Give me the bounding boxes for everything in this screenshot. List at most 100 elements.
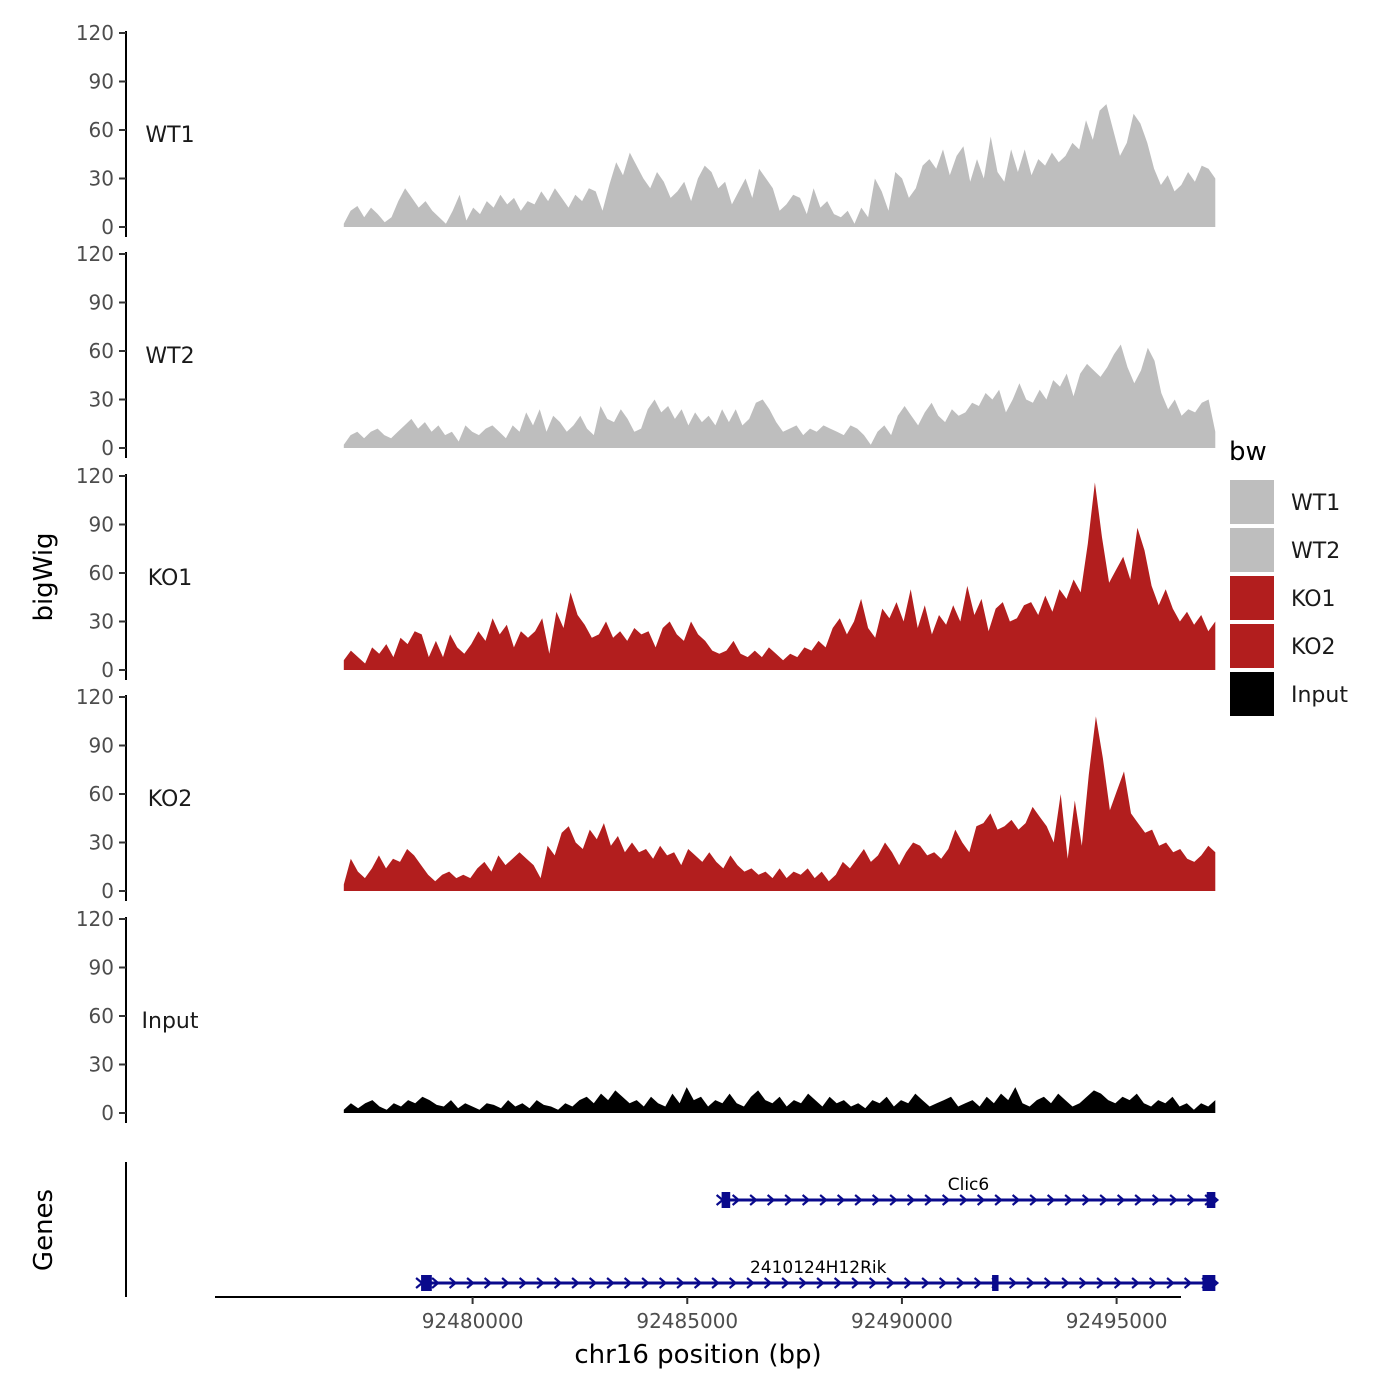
- strand-arrow: [976, 1194, 986, 1206]
- strand-arrow: [466, 1277, 475, 1289]
- y-tick-label: 60: [89, 1004, 114, 1028]
- strand-arrow: [781, 1277, 790, 1289]
- track-wt1: 0 30 60 90 120 WT1: [76, 21, 1216, 239]
- strand-arrow: [784, 1194, 793, 1206]
- strand-arrow: [1078, 1277, 1088, 1289]
- signal-tracks: 0306090120WT10306090120WT20306090120KO10…: [76, 21, 1216, 1125]
- gene-clic6: Clic6: [715, 1175, 1220, 1208]
- signal-area-ko1: [343, 482, 1216, 670]
- strand-arrow: [1131, 1277, 1140, 1289]
- strand-arrow: [448, 1277, 458, 1289]
- x-axis: 92480000 92485000 92490000 92495000: [215, 1296, 1181, 1333]
- y-tick-label: 0: [101, 436, 114, 460]
- y-tick-label: 0: [101, 215, 114, 239]
- strand-arrow: [1116, 1194, 1126, 1206]
- strand-arrow: [1011, 1194, 1021, 1206]
- strand-arrow: [1186, 1194, 1196, 1206]
- y-tick-label: 30: [89, 167, 114, 191]
- signal-area-ko2: [343, 716, 1216, 891]
- strand-arrow: [816, 1277, 825, 1289]
- gene-annotation-track: Clic6 2410124H12Rik: [125, 1162, 1220, 1297]
- strand-arrow: [641, 1277, 650, 1289]
- strand-arrow: [1026, 1277, 1035, 1289]
- exon: [992, 1275, 999, 1291]
- strand-arrow: [553, 1277, 563, 1289]
- strand-arrow: [623, 1277, 633, 1289]
- strand-arrow: [431, 1277, 440, 1289]
- y-tick-label: 30: [89, 610, 114, 634]
- strand-arrow: [921, 1277, 930, 1289]
- strand-arrow: [501, 1277, 510, 1289]
- track-input: 0 30 60 90 120 Input: [76, 907, 1216, 1125]
- y-tick-label: 90: [89, 513, 114, 537]
- legend-label: Input: [1291, 683, 1348, 708]
- strand-arrow: [941, 1194, 951, 1206]
- strand-arrow: [483, 1277, 493, 1289]
- strand-arrow: [1134, 1194, 1143, 1206]
- strand-arrow: [833, 1277, 843, 1289]
- strand-arrow: [1166, 1277, 1175, 1289]
- strand-arrow: [763, 1277, 773, 1289]
- legend-item-ko1: KO1: [1230, 576, 1336, 620]
- y-tick-label: 120: [76, 242, 114, 266]
- x-tick-label: 92485000: [636, 1309, 738, 1333]
- strand-arrow: [588, 1277, 598, 1289]
- legend-swatch: [1230, 480, 1274, 524]
- y-tick-label: 90: [89, 70, 114, 94]
- strand-arrow: [571, 1277, 580, 1289]
- strand-arrow: [1148, 1277, 1158, 1289]
- legend-item-input: Input: [1230, 672, 1348, 716]
- strand-arrow: [536, 1277, 545, 1289]
- strand-arrow: [711, 1277, 720, 1289]
- strand-arrow: [1096, 1277, 1105, 1289]
- gene-label: 2410124H12Rik: [750, 1258, 887, 1278]
- strand-arrow: [746, 1277, 755, 1289]
- y-tick-label: 0: [101, 879, 114, 903]
- strand-arrow: [868, 1277, 878, 1289]
- legend-item-wt1: WT1: [1230, 480, 1340, 524]
- y-tick-label: 60: [89, 782, 114, 806]
- x-axis-title: chr16 position (bp): [574, 1340, 821, 1370]
- x-tick-label: 92480000: [422, 1309, 524, 1333]
- strand-arrow: [889, 1194, 898, 1206]
- y-tick-label: 0: [101, 1101, 114, 1125]
- strand-arrow: [731, 1194, 741, 1206]
- signal-area-wt1: [343, 104, 1216, 227]
- legend-item-ko2: KO2: [1230, 624, 1336, 668]
- strand-arrow: [798, 1277, 808, 1289]
- strand-arrow: [1113, 1277, 1123, 1289]
- strand-arrow: [1029, 1194, 1038, 1206]
- legend-label: WT2: [1291, 539, 1340, 564]
- y-tick-label: 90: [89, 956, 114, 980]
- strand-arrow: [1061, 1277, 1070, 1289]
- exon: [721, 1192, 731, 1208]
- strand-arrow: [924, 1194, 933, 1206]
- strand-arrow: [903, 1277, 913, 1289]
- y-tick-label: 120: [76, 21, 114, 45]
- legend-swatch: [1230, 576, 1274, 620]
- strand-arrow: [1008, 1277, 1018, 1289]
- strand-arrow: [1169, 1194, 1178, 1206]
- legend: bw WT1 WT2 KO1 KO2 Input: [1229, 437, 1348, 716]
- strand-arrow: [938, 1277, 948, 1289]
- track-wt2: 0 30 60 90 120 WT2: [76, 242, 1216, 460]
- y-tick-label: 120: [76, 464, 114, 488]
- strand-arrow: [1043, 1277, 1053, 1289]
- gene-2410124h12rik: 2410124H12Rik: [415, 1258, 1220, 1291]
- y-tick-label: 90: [89, 291, 114, 315]
- strand-arrow: [851, 1277, 860, 1289]
- y-tick-label: 30: [89, 831, 114, 855]
- y-tick-label: 30: [89, 388, 114, 412]
- y-axis-title: bigWig: [29, 532, 59, 621]
- legend-item-wt2: WT2: [1230, 528, 1340, 572]
- strand-arrow: [854, 1194, 863, 1206]
- track-ko2: 0 30 60 90 120 KO2: [76, 685, 1216, 903]
- strand-arrow: [766, 1194, 776, 1206]
- x-tick-label: 92490000: [851, 1309, 953, 1333]
- strand-arrow: [693, 1277, 703, 1289]
- legend-label: WT1: [1291, 491, 1340, 516]
- legend-label: KO1: [1291, 587, 1336, 612]
- y-tick-label: 120: [76, 685, 114, 709]
- strand-arrow: [836, 1194, 846, 1206]
